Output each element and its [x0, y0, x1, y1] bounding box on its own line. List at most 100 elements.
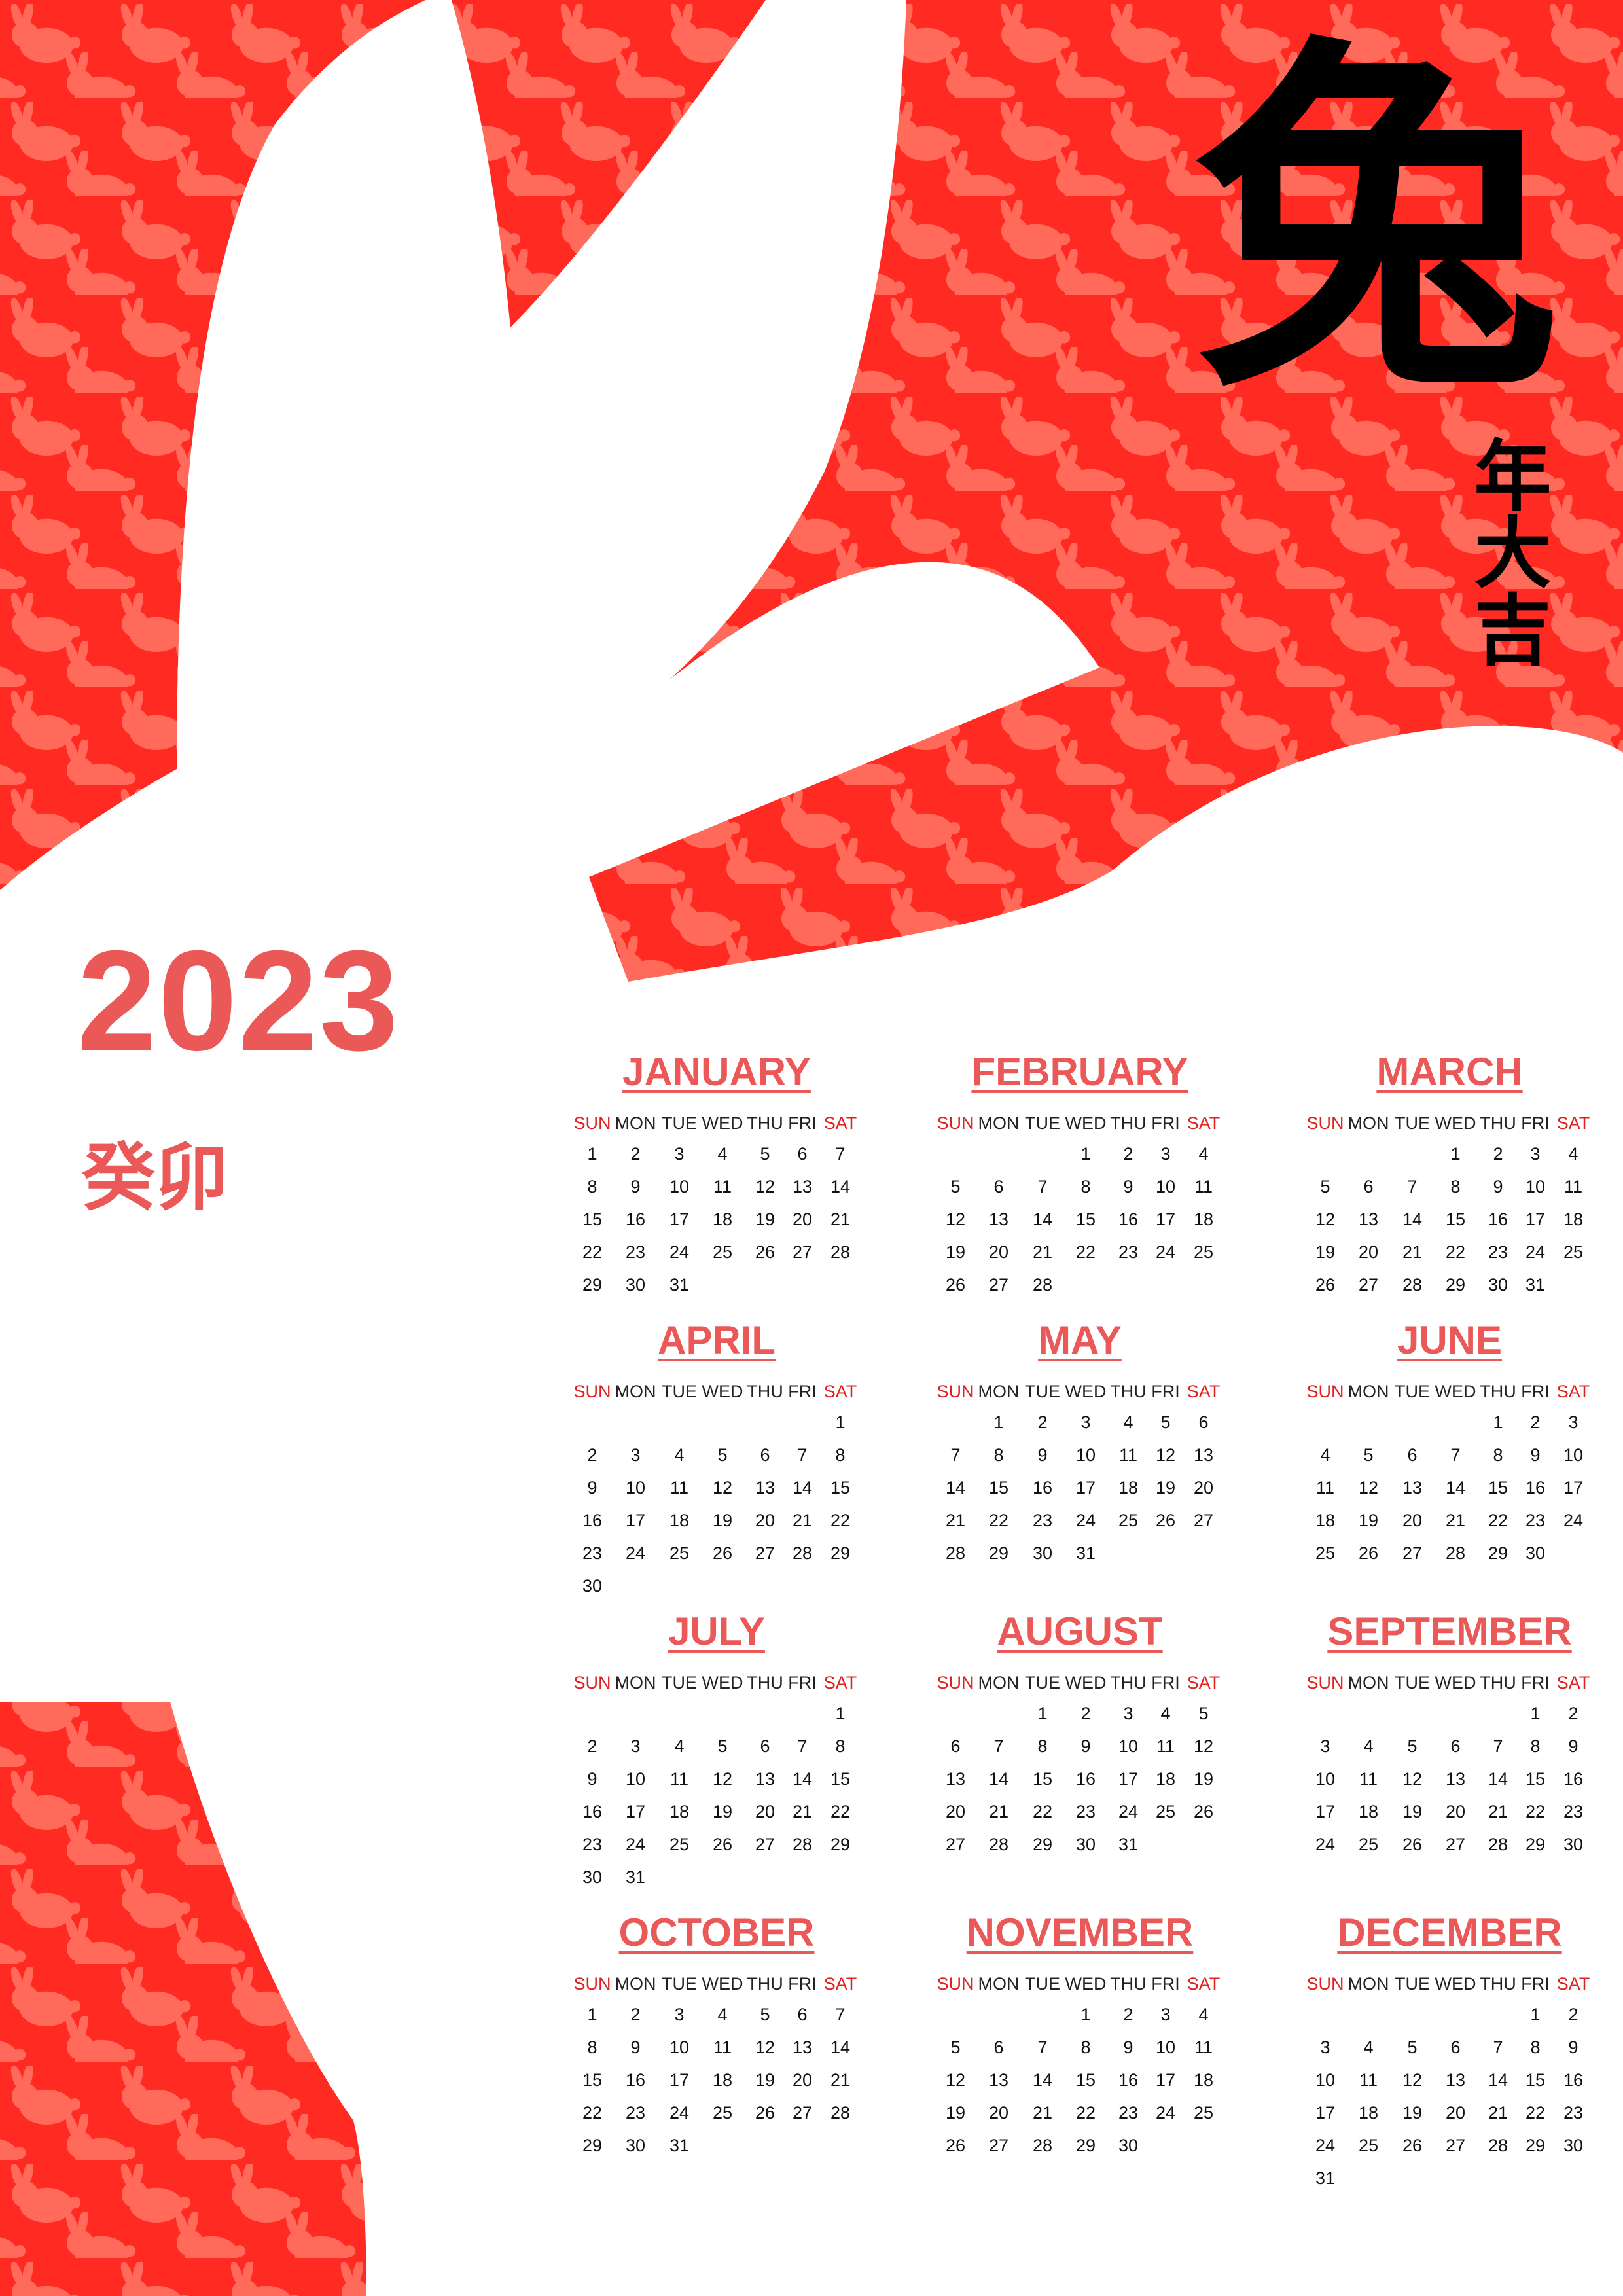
day-cell: 21 [792, 1802, 813, 1821]
month-block: MAY SUN MON TUE WED THU FRI SAT 1 2 3 4 5 6 7 8 9 10 11 12 1… [929, 1316, 1230, 1570]
weekday-header-row: SUN MON TUE WED THU FRI SAT [929, 1377, 1230, 1406]
weekday-label: TUE [1395, 1974, 1430, 1994]
weekday-label: MON [978, 1113, 1020, 1133]
day-cell: 10 [669, 1177, 690, 1196]
day-cell: 4 [1160, 1704, 1171, 1723]
day-cell [1478, 2162, 1518, 2195]
day-cell: 24 [1155, 2103, 1176, 2123]
week-row: 13 14 15 16 17 18 19 [929, 1763, 1230, 1795]
day-cell: 25 [1315, 1543, 1336, 1563]
day-cell: 7 [1450, 1445, 1461, 1465]
day-cell: 30 [1488, 1275, 1508, 1295]
day-cell: 11 [1194, 1177, 1213, 1196]
weekday-label: TUE [1395, 1113, 1430, 1133]
day-cell: 3 [1123, 1704, 1133, 1723]
day-cell: 12 [1358, 1478, 1379, 1498]
day-cell: 5 [1407, 2037, 1418, 2057]
day-cell: 3 [1568, 1412, 1578, 1432]
month-block: MARCH SUN MON TUE WED THU FRI SAT 1 2 3 4 5 6 7 8 9 10 11 1… [1299, 1047, 1600, 1301]
day-cell: 4 [1320, 1445, 1330, 1465]
weekday-label: WED [1065, 1382, 1107, 1401]
day-cell: 9 [1080, 1736, 1091, 1756]
day-cell: 24 [1155, 1242, 1176, 1262]
day-cell: 5 [1198, 1704, 1209, 1723]
month-name: JUNE [1397, 1318, 1503, 1362]
day-cell [1183, 1268, 1224, 1301]
weekday-label: FRI [1151, 1382, 1180, 1401]
day-cell: 27 [1445, 2136, 1466, 2155]
weekday-label: WED [1435, 1382, 1476, 1401]
day-cell: 10 [1155, 2037, 1176, 2057]
day-cell: 17 [1315, 2103, 1336, 2123]
day-cell: 15 [1032, 1769, 1053, 1789]
day-cell: 26 [1358, 1543, 1379, 1563]
weekday-label: SUN [573, 1974, 611, 1994]
day-cell: 22 [582, 2103, 603, 2123]
day-cell: 12 [712, 1769, 733, 1789]
week-row: 29 30 31 [566, 1268, 867, 1301]
week-row: 10 11 12 13 14 15 16 [1299, 1763, 1600, 1795]
week-row: 28 29 30 31 [929, 1537, 1230, 1570]
month-name: NOVEMBER [966, 1910, 1194, 1954]
day-cell: 26 [755, 1242, 776, 1262]
weekday-label: WED [1065, 1673, 1107, 1693]
weekday-label: THU [1110, 1673, 1147, 1693]
day-cell: 12 [1402, 2070, 1423, 2090]
day-cell: 19 [712, 1511, 733, 1530]
day-cell: 11 [1118, 1445, 1138, 1465]
day-cell: 13 [988, 2070, 1009, 2090]
day-cell: 14 [1032, 2070, 1053, 2090]
day-cell: 2 [587, 1736, 597, 1756]
weekday-label: SAT [1556, 1382, 1590, 1401]
week-row: 24 25 26 27 28 29 30 [1299, 2129, 1600, 2162]
day-cell: 30 [582, 1576, 603, 1596]
weekday-label: SAT [1186, 1673, 1221, 1693]
week-row: 1 2 3 4 [1299, 1138, 1600, 1170]
day-cell: 13 [1445, 2070, 1466, 2090]
day-cell: 7 [1493, 1736, 1503, 1756]
day-cell: 24 [1118, 1802, 1139, 1821]
day-cell: 17 [1155, 2070, 1176, 2090]
day-cell: 3 [630, 1736, 641, 1756]
day-cell: 31 [669, 1275, 690, 1295]
day-cell [1433, 1406, 1478, 1439]
weekday-label: MON [615, 1974, 656, 1994]
day-cell: 14 [988, 1769, 1009, 1789]
day-cell: 16 [625, 1210, 646, 1229]
week-row: 23 24 25 26 27 28 29 [566, 1537, 867, 1570]
day-cell: 2 [1080, 1704, 1091, 1723]
week-row: 25 26 27 28 29 30 [1299, 1537, 1600, 1570]
day-cell: 21 [945, 1511, 966, 1530]
day-cell: 2 [1123, 2005, 1133, 2024]
weekday-label: THU [1480, 1974, 1516, 1994]
week-row: 8 9 10 11 12 13 14 [566, 1170, 867, 1203]
month-name: MARCH [1376, 1050, 1523, 1094]
day-cell: 13 [755, 1478, 776, 1498]
weekday-label: SAT [1186, 1382, 1221, 1401]
week-row: 19 20 21 22 23 24 25 [929, 1236, 1230, 1268]
day-cell: 9 [1493, 1177, 1503, 1196]
day-cell: 21 [1488, 1802, 1508, 1821]
day-cell [936, 1138, 975, 1170]
day-cell: 22 [1445, 1242, 1466, 1262]
weekday-header-row: SUN MON TUE WED THU FRI SAT [1299, 1109, 1600, 1138]
day-cell: 4 [1568, 1144, 1578, 1164]
day-cell: 6 [993, 1177, 1004, 1196]
day-cell: 1 [1080, 1144, 1091, 1164]
weekday-label: MON [978, 1382, 1020, 1401]
day-cell: 21 [792, 1511, 813, 1530]
day-cell: 13 [1445, 1769, 1466, 1789]
day-cell: 27 [1193, 1511, 1214, 1530]
day-cell: 15 [1525, 2070, 1546, 2090]
day-cell: 22 [582, 1242, 603, 1262]
day-cell: 10 [1315, 2070, 1336, 2090]
day-cell: 5 [760, 2005, 770, 2024]
day-cell: 5 [1320, 1177, 1330, 1196]
weekday-label: TUE [1025, 1974, 1060, 1994]
day-cell: 11 [1194, 2037, 1213, 2057]
weekday-label: SUN [1306, 1974, 1344, 1994]
day-cell: 30 [625, 1275, 646, 1295]
day-cell: 24 [625, 1835, 646, 1854]
day-cell: 19 [755, 1210, 776, 1229]
